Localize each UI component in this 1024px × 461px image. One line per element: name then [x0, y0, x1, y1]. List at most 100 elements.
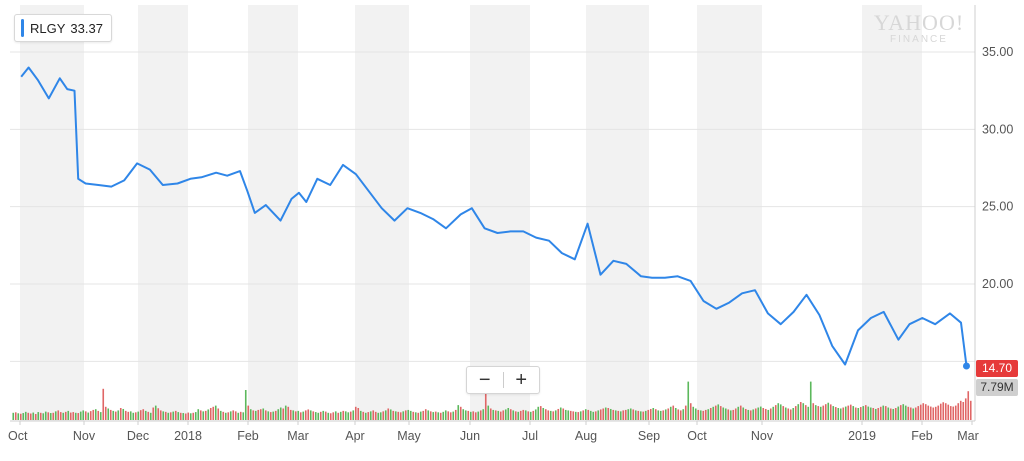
zoom-in-button[interactable]: + [515, 369, 528, 391]
y-tick-label: 20.00 [982, 277, 1013, 291]
volume-bar [359, 410, 362, 420]
volume-bar [707, 409, 710, 420]
volume-bar [259, 409, 262, 420]
volume-bar [354, 406, 357, 420]
x-tick-label: Nov [751, 429, 774, 443]
volume-bar [469, 411, 472, 420]
volume-bar [24, 411, 27, 420]
volume-bar [187, 412, 190, 420]
volume-bar [114, 411, 117, 420]
volume-bar [579, 411, 582, 420]
volume-bar [849, 404, 852, 420]
volume-bar [872, 408, 875, 420]
volume-bar [529, 411, 532, 420]
volume-bar [59, 412, 62, 420]
volume-bar [832, 406, 835, 420]
volume-bar [699, 410, 702, 420]
volume-bar [927, 405, 930, 420]
volume-bar [799, 402, 802, 420]
volume-bar [692, 406, 695, 420]
volume-bar [442, 411, 445, 420]
volume-bar [694, 408, 697, 420]
volume-bar [274, 410, 277, 420]
volume-bar [787, 408, 790, 420]
volume-bar [819, 406, 822, 420]
volume-bar [804, 405, 807, 420]
volume-bar [539, 406, 542, 420]
volume-bar [637, 410, 640, 420]
volume-bar [957, 403, 960, 420]
volume-bar [964, 398, 967, 420]
volume-bar [414, 412, 417, 420]
volume-bar [219, 410, 222, 420]
volume-bar [917, 406, 920, 420]
volume-bar [487, 405, 490, 420]
x-tick-labels: Oct Nov Dec 2018 Feb Mar Apr May Jun Jul Aug Sep Oct… [8, 421, 979, 443]
series-symbol: RLGY [30, 20, 66, 36]
volume-bar [614, 410, 617, 420]
volume-bar [384, 410, 387, 420]
volume-bar [232, 410, 235, 420]
volume-bar [817, 406, 820, 420]
volume-bar [362, 411, 365, 420]
volume-bar [257, 409, 260, 420]
volume-bar [754, 408, 757, 420]
month-band [697, 5, 762, 421]
volume-bar [97, 410, 100, 420]
volume-bar [674, 408, 677, 420]
volume-bar [489, 408, 492, 420]
volume-bar [157, 408, 160, 420]
month-band [862, 5, 922, 421]
volume-bar [94, 409, 97, 420]
volume-bar [687, 381, 690, 420]
volume-bar [474, 412, 477, 420]
volume-bar [922, 403, 925, 420]
volume-bar [162, 411, 165, 420]
volume-bar [737, 406, 740, 420]
volume-bar [119, 408, 122, 420]
volume-bar [47, 412, 50, 420]
volume-bar [167, 412, 170, 420]
volume-bar [497, 410, 500, 420]
volume-bar [304, 410, 307, 420]
volume-bar [549, 410, 552, 420]
volume-bar [764, 408, 767, 420]
volume-bar [394, 411, 397, 420]
volume-bar [909, 407, 912, 420]
volume-bar [684, 405, 687, 420]
zoom-out-button[interactable]: − [478, 369, 491, 391]
price-line-layer [20, 66, 970, 370]
volume-bar [829, 404, 832, 420]
volume-bar [514, 411, 517, 420]
month-bands [20, 5, 922, 421]
volume-bar [959, 400, 962, 420]
volume-bar [844, 406, 847, 420]
y-tick-labels: 35.00 30.00 25.00 20.00 [982, 45, 1013, 291]
volume-bar [367, 412, 370, 420]
volume-bar [284, 405, 287, 420]
volume-bar [102, 388, 105, 420]
volume-bar [74, 412, 77, 420]
volume-bar [334, 411, 337, 420]
volume-bar [877, 408, 880, 420]
volume-bar [667, 408, 670, 420]
volume-bar [767, 409, 770, 420]
month-band [20, 5, 84, 421]
volume-bar [239, 411, 242, 420]
volume-bar [857, 408, 860, 420]
volume-bar [434, 411, 437, 420]
volume-bar [649, 408, 652, 420]
volume-bar [472, 411, 475, 420]
volume-bar [874, 408, 877, 420]
y-tick-label: 25.00 [982, 200, 1013, 214]
volume-bar [417, 412, 420, 420]
volume-bar [657, 410, 660, 420]
volume-bar [399, 412, 402, 420]
volume-bar [499, 411, 502, 420]
volume-bar [427, 410, 430, 420]
volume-bar [104, 406, 107, 420]
volume-bar [942, 402, 945, 420]
volume-bar [437, 412, 440, 420]
volume-bar [577, 412, 580, 420]
